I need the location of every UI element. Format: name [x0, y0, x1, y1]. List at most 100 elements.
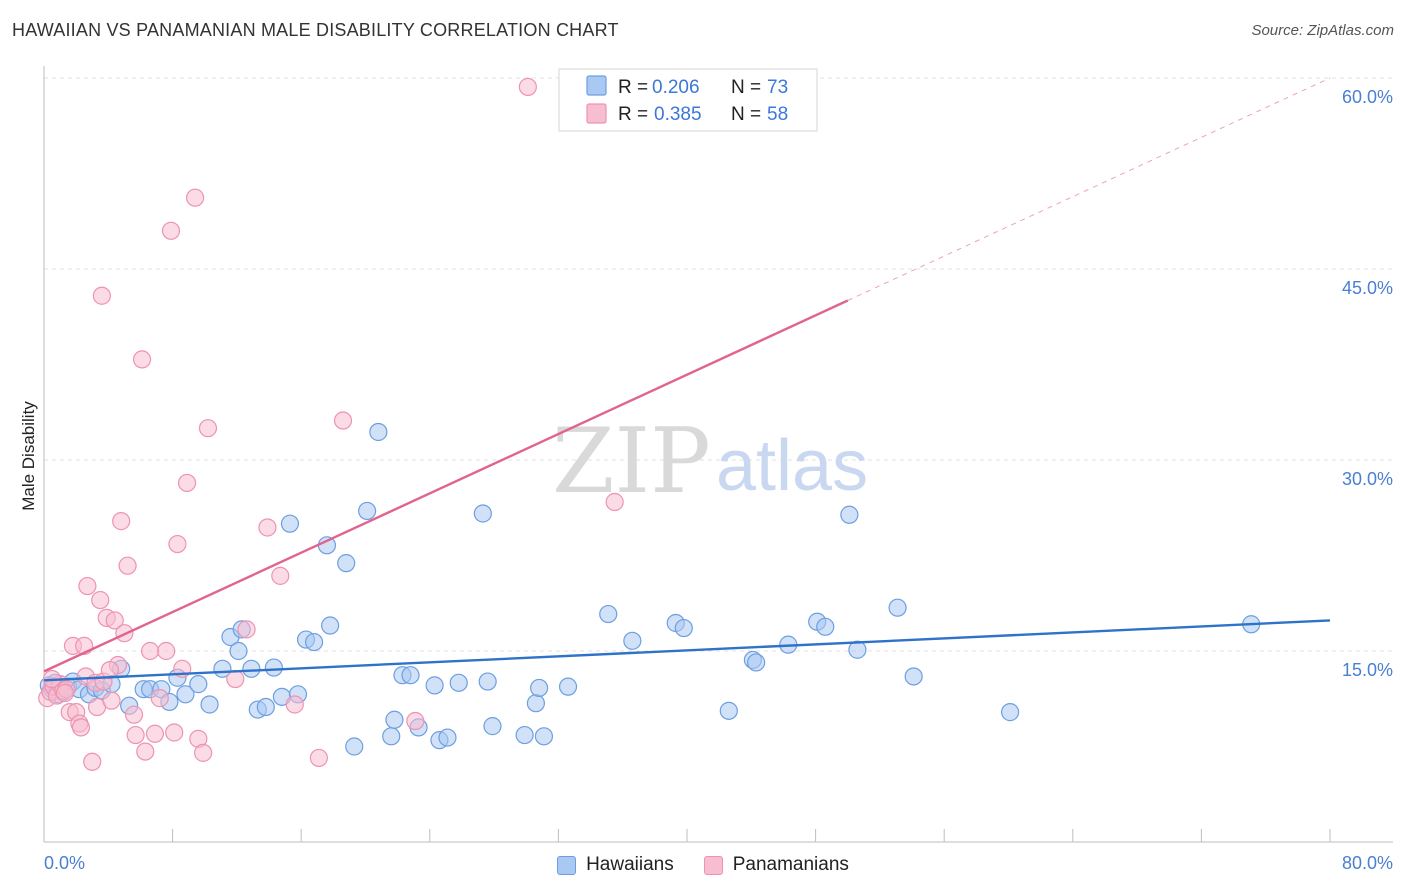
hawaiian-point-25 [229, 641, 248, 661]
panamanian-point-45 [237, 620, 256, 639]
panamanian-point-26 [118, 556, 137, 575]
legend-swatch-hawaiians-bottom [557, 855, 577, 875]
panamanian-trend-line [43, 299, 849, 673]
watermark-atlas: atlas [716, 426, 868, 506]
hawaiian-point-54 [515, 725, 534, 745]
panamanian-point-54 [71, 718, 91, 737]
legend-n-value-hawaiians: 73 [767, 77, 788, 98]
hawaiian-point-45 [401, 666, 420, 685]
panamanian-point-35 [161, 221, 181, 240]
legend-n-value-panamanians: 58 [767, 104, 788, 125]
axes [43, 66, 1393, 843]
hawaiian-point-56 [530, 678, 549, 698]
y-axis-label: Male Disability [19, 401, 38, 511]
panamanian-point-13 [78, 576, 97, 596]
hawaiian-point-59 [599, 604, 618, 624]
hawaiian-point-73 [1001, 703, 1020, 722]
hawaiian-point-29 [256, 697, 275, 717]
hawaiian-point-30 [264, 658, 283, 677]
y-tick-label-3: 60.0% [1342, 87, 1393, 107]
y-tick-label-0: 15.0% [1342, 660, 1393, 680]
legend-r-label-hawaiians: R = [618, 77, 648, 98]
hawaiian-point-42 [382, 727, 401, 746]
hawaiian-point-51 [473, 504, 492, 523]
y-tick-label-1: 30.0% [1342, 469, 1393, 489]
hawaiian-point-70 [848, 640, 867, 659]
hawaiian-point-32 [280, 514, 300, 533]
hawaiian-point-63 [719, 701, 738, 720]
hawaiian-point-57 [534, 727, 554, 746]
panamanian-point-27 [124, 705, 144, 724]
legend-swatch-panamanians-bottom [703, 855, 723, 875]
trend-lines [43, 77, 1331, 682]
panamanian-point-48 [285, 695, 304, 714]
panamanian-point-47 [271, 566, 290, 585]
hawaiian-point-35 [304, 632, 324, 652]
y-tick-label-2: 45.0% [1342, 278, 1393, 298]
hawaiian-point-41 [369, 422, 388, 442]
hawaiian-point-71 [888, 598, 907, 617]
legend-r-label-panamanians: R = [618, 104, 648, 125]
panamanian-point-49 [309, 748, 328, 768]
panamanian-point-29 [132, 350, 152, 369]
panamanian-point-33 [150, 689, 169, 708]
watermark: ZIP atlas [552, 409, 868, 514]
legend-label-hawaiians: Hawaiians [586, 854, 674, 875]
panamanian-point-44 [226, 669, 245, 689]
panamanian-point-32 [145, 724, 165, 743]
chart-title: HAWAIIAN VS PANAMANIAN MALE DISABILITY C… [12, 20, 619, 40]
correlation-legend: R = 0.206 N = 73 R = 0.385 N = 58 [558, 68, 818, 132]
panamanian-point-18 [92, 286, 111, 305]
legend-n-label-panamanians: N = [731, 104, 761, 125]
hawaiian-trend-line [43, 619, 1331, 682]
hawaiian-point-52 [478, 672, 497, 691]
hawaiian-point-55 [526, 694, 545, 713]
tick-labels: 15.0% 30.0% 45.0% 60.0% 0.0% 80.0% [44, 87, 1393, 873]
panamanian-trend-extension [847, 77, 1331, 301]
panamanian-point-34 [157, 641, 176, 661]
hawaiian-point-58 [558, 677, 578, 696]
legend-item-hawaiians: Hawaiians [557, 854, 674, 876]
hawaiian-point-60 [623, 631, 642, 650]
panamanian-point-46 [258, 518, 277, 537]
legend-item-panamanians: Panamanians [703, 854, 849, 876]
legend-n-label-hawaiians: N = [731, 77, 761, 98]
panamanian-point-52 [518, 77, 537, 97]
panamanians-series [38, 77, 624, 771]
hawaiian-point-49 [438, 728, 457, 747]
panamanian-point-21 [102, 691, 121, 710]
legend-swatch-panamanians [586, 103, 607, 124]
x-tick-label-max: 80.0% [1342, 853, 1393, 873]
panamanian-point-53 [605, 492, 624, 512]
panamanian-point-40 [186, 188, 205, 207]
series-legend: Hawaiians Panamanians [0, 851, 1406, 879]
panamanian-point-39 [177, 473, 197, 493]
hawaiian-point-37 [321, 616, 340, 635]
hawaiian-point-21 [189, 675, 208, 694]
hawaiian-point-72 [904, 667, 923, 686]
hawaiian-point-50 [449, 673, 468, 692]
x-tick-label-min: 0.0% [44, 853, 85, 873]
panamanian-point-42 [194, 743, 213, 762]
hawaiian-point-39 [345, 737, 364, 756]
hawaiian-point-68 [816, 617, 835, 636]
hawaiian-point-43 [385, 710, 404, 729]
legend-r-value-hawaiians: 0.206 [652, 77, 700, 98]
panamanian-point-57 [100, 660, 120, 680]
source-label: Source: ZipAtlas.com [1251, 22, 1394, 39]
panamanian-point-14 [83, 752, 102, 771]
hawaiian-point-27 [242, 659, 261, 678]
hawaiian-point-62 [674, 618, 693, 638]
hawaiian-point-47 [425, 676, 444, 695]
panamanian-point-51 [406, 711, 425, 731]
hawaiian-point-22 [200, 695, 219, 714]
hawaiian-point-69 [840, 505, 859, 524]
legend-label-panamanians: Panamanians [732, 854, 849, 875]
hawaiian-point-40 [358, 501, 377, 521]
panamanian-point-50 [333, 411, 353, 430]
legend-r-value-panamanians: 0.385 [654, 104, 702, 125]
legend-swatch-hawaiians [586, 75, 607, 96]
panamanian-point-37 [168, 534, 187, 554]
hawaiian-point-20 [176, 685, 195, 704]
